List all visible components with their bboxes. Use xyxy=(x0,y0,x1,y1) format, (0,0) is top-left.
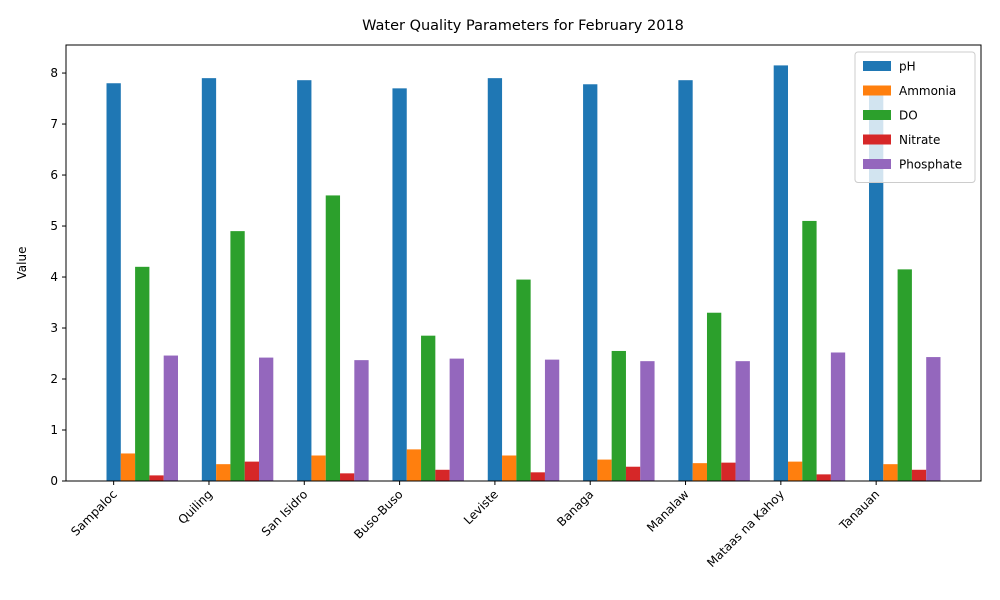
legend-label-nitrate: Nitrate xyxy=(899,133,940,147)
legend-swatch-phosphate xyxy=(863,159,891,169)
y-tick-label: 3 xyxy=(50,321,58,335)
bar-ph-manalaw xyxy=(678,80,693,481)
legend-swatch-ph xyxy=(863,61,891,71)
bar-ammonia-banaga xyxy=(597,459,612,481)
bar-nitrate-manalaw xyxy=(721,462,736,481)
y-axis-label: Value xyxy=(15,247,29,280)
bar-do-banaga xyxy=(611,350,626,481)
y-tick-label: 2 xyxy=(50,372,58,386)
legend-swatch-ammonia xyxy=(863,85,891,96)
bar-ph-tanauan xyxy=(869,85,884,482)
bar-ammonia-sampaloc xyxy=(120,453,136,481)
legend-label-phosphate: Phosphate xyxy=(899,158,962,172)
bar-nitrate-banaga xyxy=(625,466,641,481)
bar-ammonia-san-isidro xyxy=(311,455,326,481)
bar-nitrate-sampaloc xyxy=(149,475,164,481)
bar-do-mataas-na-kahoy xyxy=(802,220,817,481)
y-tick-label: 4 xyxy=(50,270,58,284)
bar-do-leviste xyxy=(516,279,531,481)
legend: pH Ammonia DO Nitrate Phosphate xyxy=(854,51,976,183)
bar-nitrate-tanauan xyxy=(911,469,927,481)
bar-nitrate-san-isidro xyxy=(340,473,355,481)
legend-label-ammonia: Ammonia xyxy=(899,84,956,98)
bars-layer xyxy=(106,65,941,482)
bar-ammonia-buso-buso xyxy=(406,449,422,481)
bar-ammonia-tanauan xyxy=(883,464,898,481)
plot-frame xyxy=(65,44,982,482)
bar-do-tanauan xyxy=(897,269,912,481)
bar-ph-mataas-na-kahoy xyxy=(773,65,788,482)
bar-phosphate-sampaloc xyxy=(163,355,178,481)
y-tick-label: 1 xyxy=(50,423,58,437)
y-tick-label: 6 xyxy=(50,168,58,182)
bar-phosphate-mataas-na-kahoy xyxy=(830,352,846,481)
bar-do-quiling xyxy=(230,231,245,481)
bar-ph-banaga xyxy=(583,84,598,482)
bar-phosphate-quiling xyxy=(259,357,274,481)
bar-ammonia-mataas-na-kahoy xyxy=(787,461,803,481)
bar-phosphate-san-isidro xyxy=(354,360,369,481)
y-tick-label: 0 xyxy=(50,474,58,488)
bar-ph-san-isidro xyxy=(297,80,312,481)
chart-title: Water Quality Parameters for February 20… xyxy=(362,18,684,34)
bar-phosphate-buso-buso xyxy=(449,358,464,481)
bar-nitrate-quiling xyxy=(244,461,260,481)
bar-do-buso-buso xyxy=(421,335,436,481)
legend-frame xyxy=(854,51,976,183)
legend-label-ph: pH xyxy=(899,60,916,74)
bar-ph-sampaloc xyxy=(106,83,121,481)
bar-do-san-isidro xyxy=(325,195,341,481)
bar-phosphate-leviste xyxy=(544,359,560,481)
y-ticks: 0 1 2 3 4 5 6 7 8 xyxy=(50,66,66,488)
bar-ammonia-manalaw xyxy=(692,463,707,481)
bar-ammonia-quiling xyxy=(216,464,231,481)
bar-do-manalaw xyxy=(706,312,722,481)
bar-ph-buso-buso xyxy=(392,88,407,481)
legend-swatch-do xyxy=(863,110,891,120)
bar-ph-quiling xyxy=(201,78,217,482)
bar-ph-leviste xyxy=(487,78,503,482)
y-tick-label: 5 xyxy=(50,219,58,233)
y-tick-label: 8 xyxy=(50,66,58,80)
y-tick-label: 7 xyxy=(50,117,58,131)
bar-ammonia-leviste xyxy=(502,455,517,481)
bar-nitrate-buso-buso xyxy=(435,469,450,481)
bar-nitrate-leviste xyxy=(530,472,545,481)
bar-do-sampaloc xyxy=(135,266,150,481)
bar-phosphate-tanauan xyxy=(926,357,941,481)
bar-nitrate-mataas-na-kahoy xyxy=(816,474,831,481)
bar-phosphate-banaga xyxy=(640,361,655,481)
legend-swatch-nitrate xyxy=(863,134,891,145)
legend-label-do: DO xyxy=(899,109,918,123)
bar-phosphate-manalaw xyxy=(735,361,750,481)
